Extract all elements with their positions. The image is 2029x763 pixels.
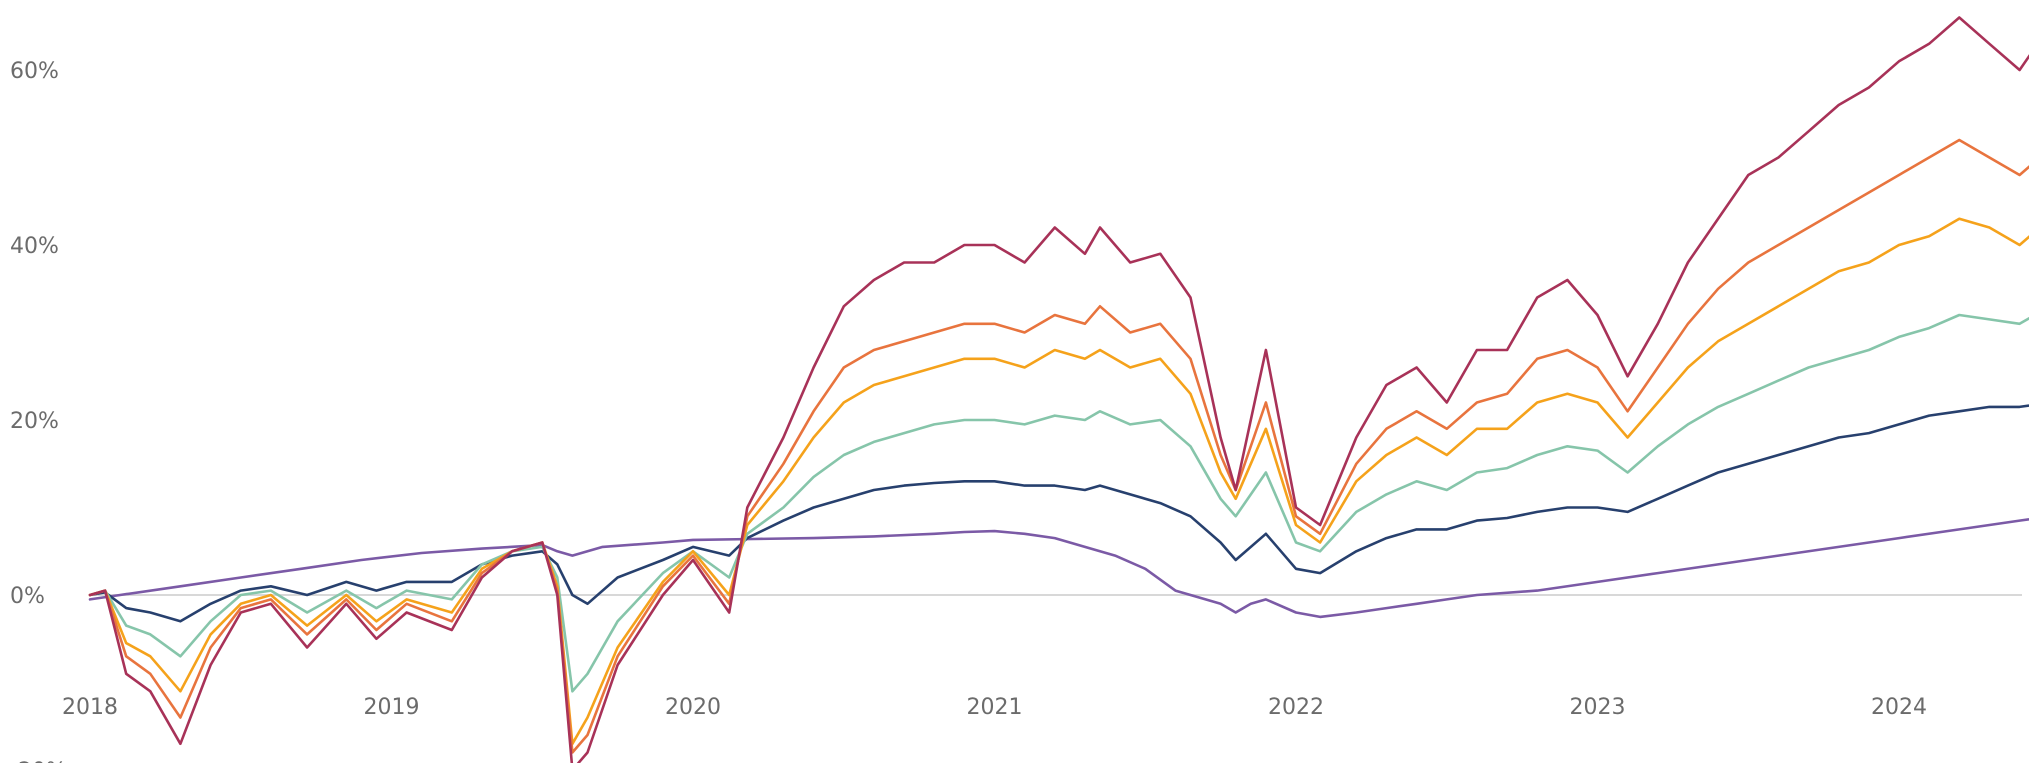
x-tick-label: 2019 (364, 695, 420, 720)
x-tick-label: 2024 (1871, 695, 1927, 720)
x-tick-label: 2023 (1570, 695, 1626, 720)
x-tick-label: 2020 (665, 695, 721, 720)
x-tick-label: 2018 (62, 695, 118, 720)
series-line-2 (88, 217, 2029, 746)
y-tick-label: 60% (10, 59, 59, 84)
series-line-3 (88, 313, 2029, 693)
series-line-5 (88, 517, 2029, 619)
series-line-1 (88, 138, 2029, 754)
series-lines (88, 16, 2029, 763)
x-tick-label: 2022 (1268, 695, 1324, 720)
x-tick-label: 2021 (967, 695, 1023, 720)
y-tick-label: 20% (10, 409, 59, 434)
series-line-0 (88, 16, 2029, 763)
series-line-4 (88, 404, 2029, 623)
x-axis-labels: 2018 2019 2020 2021 2022 2023 2024 (62, 695, 1927, 720)
y-axis-labels: 60% 40% 20% 0% -20% (10, 59, 67, 763)
y-tick-label: -20% (10, 759, 67, 763)
y-tick-label: 0% (10, 584, 45, 609)
y-tick-label: 40% (10, 234, 59, 259)
